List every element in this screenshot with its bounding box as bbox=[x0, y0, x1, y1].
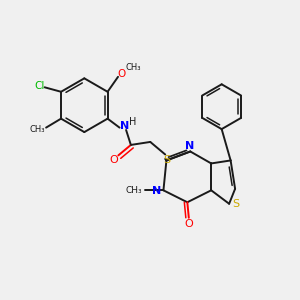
Text: S: S bbox=[163, 155, 170, 166]
Text: H: H bbox=[129, 117, 136, 127]
Text: O: O bbox=[184, 219, 193, 230]
Text: N: N bbox=[185, 140, 194, 151]
Text: N: N bbox=[120, 122, 130, 131]
Text: CH₃: CH₃ bbox=[125, 186, 142, 195]
Text: N: N bbox=[152, 186, 161, 196]
Text: CH₃: CH₃ bbox=[29, 125, 45, 134]
Text: CH₃: CH₃ bbox=[125, 63, 141, 72]
Text: O: O bbox=[110, 155, 118, 165]
Text: Cl: Cl bbox=[34, 81, 44, 91]
Text: O: O bbox=[118, 70, 126, 80]
Text: S: S bbox=[232, 199, 239, 209]
